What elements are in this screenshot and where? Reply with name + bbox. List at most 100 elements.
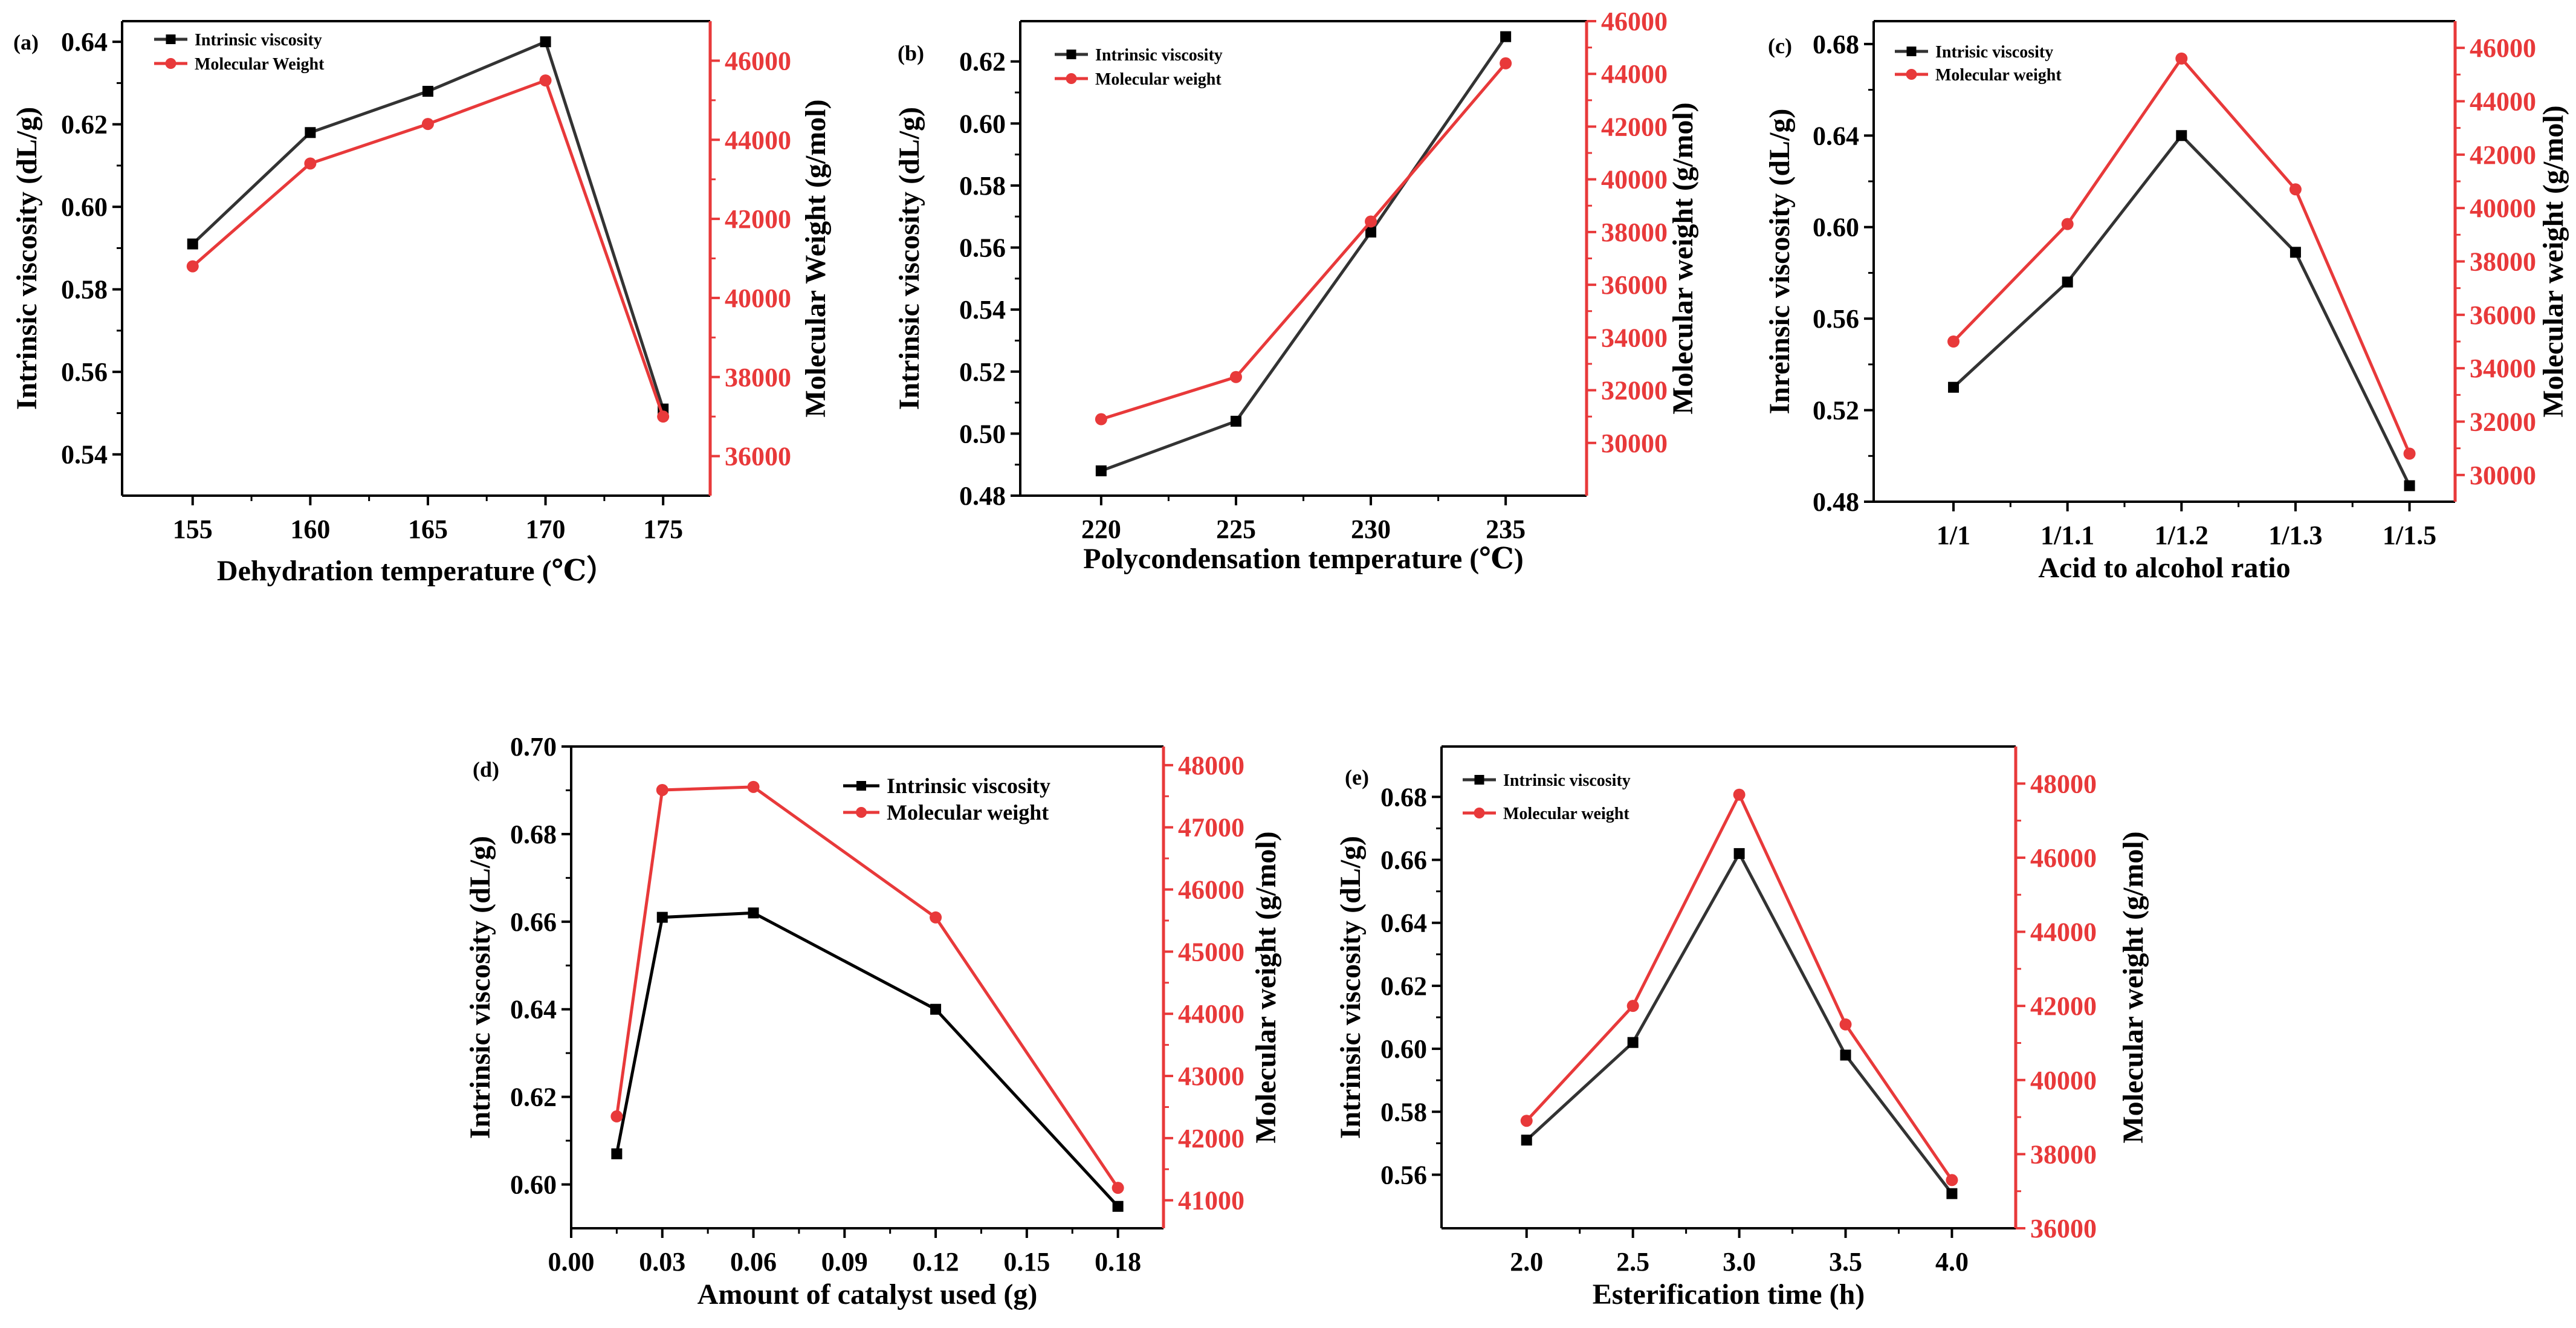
viscosity-point xyxy=(1095,465,1107,476)
molecular-weight-series-line xyxy=(615,785,1119,1189)
y-tick-label: 0.54 xyxy=(61,440,108,470)
y2-tick-label: 44000 xyxy=(1178,999,1244,1029)
x-tick-label: 0.15 xyxy=(1003,1247,1050,1277)
x-tick-label: 0.00 xyxy=(548,1247,595,1277)
x-tick-label: 1/1.2 xyxy=(2155,520,2209,550)
molecular-weight-point xyxy=(1626,1000,1639,1012)
y-tick-label: 0.64 xyxy=(61,27,108,57)
y-tick-label: 0.58 xyxy=(959,171,1006,201)
panel-label: (e) xyxy=(1345,765,1369,789)
y2-tick-label: 46000 xyxy=(725,46,791,76)
y2-tick-label: 42000 xyxy=(2470,140,2536,170)
y2-tick-label: 46000 xyxy=(2470,33,2536,63)
y2-tick-label: 42000 xyxy=(1178,1124,1244,1153)
y-tick-label: 0.64 xyxy=(1813,121,1859,151)
legend-marker xyxy=(856,807,867,818)
panel-label: (c) xyxy=(1768,34,1792,58)
y2-tick-label: 43000 xyxy=(1178,1061,1244,1091)
x-axis-title: Polycondensation temperature (℃) xyxy=(1083,543,1524,575)
y2-tick-label: 40000 xyxy=(725,283,791,313)
y-tick-label: 0.48 xyxy=(959,481,1006,511)
viscosity-point xyxy=(187,238,198,250)
y-tick-label: 0.68 xyxy=(1813,30,1859,59)
y2-tick-label: 38000 xyxy=(2030,1139,2097,1169)
y2-tick-label: 46000 xyxy=(2030,843,2097,873)
viscosity-point xyxy=(1946,1188,1958,1199)
panel-label: (b) xyxy=(898,41,924,65)
molecular-weight-point xyxy=(656,783,668,796)
viscosity-point xyxy=(2404,480,2415,491)
viscosity-series-line xyxy=(1952,133,2411,487)
y-axis-title: Intrinsic viscosity (dL/g) xyxy=(11,107,43,410)
y2-axis-title: Molecular weight (g/mol) xyxy=(2537,105,2569,417)
molecular-weight-point xyxy=(2175,52,2188,65)
molecular-weight-series-line xyxy=(1101,62,1507,421)
y2-tick-label: 34000 xyxy=(1601,323,1668,352)
y-tick-label: 0.58 xyxy=(61,275,108,305)
molecular-weight-series-line xyxy=(192,78,665,417)
x-axis-title: Dehydration temperature (℃） xyxy=(217,555,615,587)
molecular-weight-point xyxy=(1365,215,1377,228)
molecular-weight-point xyxy=(610,1110,623,1122)
x-tick-label: 160 xyxy=(290,514,330,544)
legend-marker xyxy=(1906,47,1917,56)
chart-panel-d: 0.00 0.03 0.06 0.09 0.12 0.15 0.18 0.60 0.62 0.64… xyxy=(464,732,1282,1310)
y-tick-label: 0.56 xyxy=(959,233,1006,263)
y2-tick-label: 32000 xyxy=(1601,376,1668,406)
y-tick-label: 0.58 xyxy=(1380,1097,1427,1127)
x-tick-label: 0.12 xyxy=(913,1247,959,1277)
y2-tick-label: 42000 xyxy=(725,204,791,234)
legend-label: Molecular weight xyxy=(1503,805,1629,823)
molecular-weight-point xyxy=(186,260,199,273)
x-tick-label: 165 xyxy=(408,514,448,544)
y-tick-label: 0.62 xyxy=(959,47,1006,77)
y-tick-label: 0.56 xyxy=(61,357,108,387)
y2-axis-title: Molecular Weight (g/mol) xyxy=(800,99,832,417)
x-axis-title: Amount of catalyst used (g) xyxy=(697,1278,1038,1310)
y-tick-label: 0.60 xyxy=(959,109,1006,138)
molecular-weight-point xyxy=(1112,1182,1124,1194)
x-tick-label: 170 xyxy=(526,514,566,544)
y-tick-label: 0.68 xyxy=(1380,782,1427,812)
x-tick-label: 2.0 xyxy=(1510,1247,1543,1277)
molecular-weight-series-line xyxy=(1952,56,2411,455)
y2-tick-label: 36000 xyxy=(725,442,791,471)
y2-tick-label: 48000 xyxy=(2030,769,2097,798)
viscosity-point xyxy=(422,86,433,97)
y2-tick-label: 32000 xyxy=(2470,407,2536,437)
y2-tick-label: 44000 xyxy=(725,125,791,155)
y-tick-label: 0.62 xyxy=(510,1083,557,1112)
molecular-weight-point xyxy=(2061,218,2074,230)
y-tick-label: 0.54 xyxy=(959,295,1006,325)
y2-tick-label: 41000 xyxy=(1178,1186,1244,1216)
y2-tick-label: 42000 xyxy=(2030,991,2097,1021)
y2-tick-label: 47000 xyxy=(1178,813,1244,843)
y-tick-label: 0.62 xyxy=(1380,971,1427,1001)
y2-tick-label: 36000 xyxy=(2030,1214,2097,1243)
legend-label: Intrinsic viscosity xyxy=(195,31,322,50)
y-axis-title: Intrinsic viscosity (dL/g) xyxy=(464,836,496,1139)
y2-tick-label: 44000 xyxy=(2470,87,2536,117)
y2-tick-label: 44000 xyxy=(2030,918,2097,947)
legend-label: Molecular weight xyxy=(887,800,1049,824)
legend-label: Intrisic viscosity xyxy=(1935,43,2053,62)
x-tick-label: 3.5 xyxy=(1829,1247,1862,1277)
chart-panel-e: 2.0 2.5 3.0 3.5 4.0 0.56 0.58 0.60 0.62 0.64 0.66 0… xyxy=(1335,745,2149,1310)
y-tick-label: 0.52 xyxy=(959,357,1006,387)
molecular-weight-point xyxy=(747,780,760,793)
molecular-weight-point xyxy=(1733,788,1746,801)
viscosity-point xyxy=(1948,381,1960,393)
legend-marker xyxy=(165,58,176,69)
x-tick-label: 0.18 xyxy=(1095,1247,1141,1277)
viscosity-series-line xyxy=(1526,850,1953,1195)
x-tick-label: 3.0 xyxy=(1723,1247,1756,1277)
y-tick-label: 0.66 xyxy=(510,907,557,937)
y2-tick-label: 42000 xyxy=(1601,112,1668,141)
y2-tick-label: 30000 xyxy=(2470,461,2536,490)
y-tick-label: 0.62 xyxy=(61,110,108,140)
viscosity-point xyxy=(1733,848,1745,860)
viscosity-series-line xyxy=(615,911,1119,1208)
viscosity-point xyxy=(930,1003,942,1015)
y-axis-title: Intrinsic viscosity (dL/g) xyxy=(1335,836,1367,1139)
viscosity-point xyxy=(1627,1037,1639,1048)
